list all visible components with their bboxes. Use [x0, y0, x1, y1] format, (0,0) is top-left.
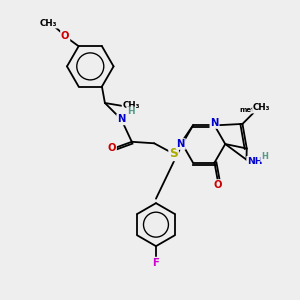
Text: CH₃: CH₃ — [40, 19, 58, 28]
Text: S: S — [169, 147, 178, 160]
Text: O: O — [107, 143, 116, 153]
Text: CH₃: CH₃ — [255, 104, 272, 113]
Text: H: H — [127, 107, 135, 116]
Text: F: F — [153, 258, 159, 268]
Text: N: N — [177, 139, 185, 149]
Text: N: N — [210, 118, 219, 128]
Text: methyl: methyl — [240, 107, 267, 113]
Text: CH₃: CH₃ — [253, 103, 270, 112]
Text: O: O — [61, 31, 69, 41]
Text: O: O — [213, 180, 222, 190]
Text: H: H — [261, 152, 268, 161]
Text: CH₃: CH₃ — [122, 101, 140, 110]
Text: N: N — [117, 114, 125, 124]
Text: NH: NH — [247, 157, 262, 166]
